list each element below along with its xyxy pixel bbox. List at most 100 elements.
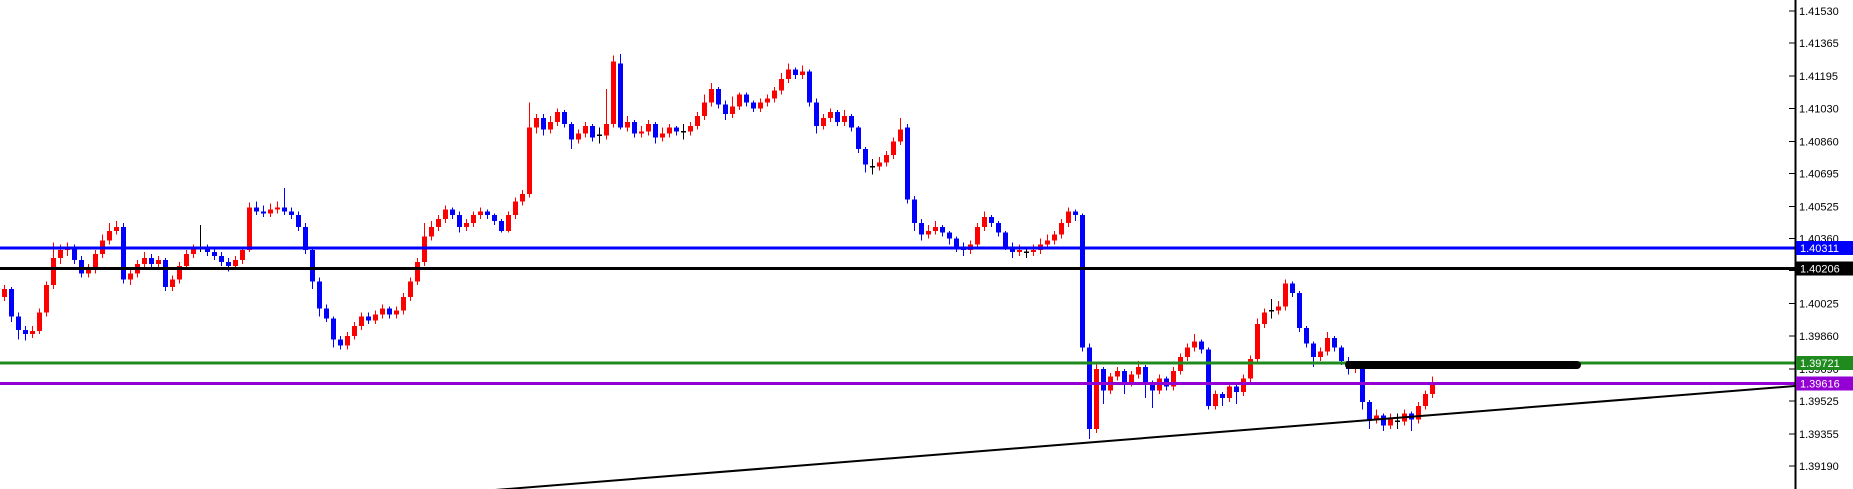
bear-candle-body xyxy=(1150,384,1155,391)
candle xyxy=(247,202,252,253)
candle xyxy=(345,331,350,350)
bear-candle-body xyxy=(954,238,959,247)
bear-candle-body xyxy=(282,207,287,212)
bull-candle-body xyxy=(639,131,644,134)
bull-candle-body xyxy=(373,314,378,321)
candle xyxy=(289,207,294,220)
chart-objects-layer xyxy=(0,246,1796,489)
bear-candle-body xyxy=(562,112,567,124)
bull-candle-body xyxy=(702,102,707,117)
candle xyxy=(702,94,707,120)
candle xyxy=(1430,376,1435,399)
bull-candle-body xyxy=(1374,415,1379,420)
bear-candle-body xyxy=(1381,415,1386,426)
candle xyxy=(681,123,686,140)
candle xyxy=(366,312,371,325)
candle xyxy=(541,114,546,136)
candle xyxy=(590,123,595,142)
bull-candle-body xyxy=(688,125,693,132)
bear-candle-body xyxy=(492,215,497,222)
axis-label: 1.41030 xyxy=(1799,103,1839,115)
candle xyxy=(1171,366,1176,391)
bear-candle-body xyxy=(835,112,840,122)
candle xyxy=(884,151,889,167)
bear-candle-body xyxy=(814,102,819,126)
ascending-trendline[interactable] xyxy=(494,385,1796,489)
bull-candle-body xyxy=(1192,341,1197,348)
bull-candle-body xyxy=(233,259,238,266)
bull-candle-body xyxy=(58,250,63,259)
bear-candle-body xyxy=(450,209,455,216)
bull-candle-body xyxy=(128,273,133,280)
candle xyxy=(758,98,763,113)
bear-candle-body xyxy=(618,63,623,128)
candle xyxy=(856,125,861,153)
bull-candle-body xyxy=(737,94,742,107)
candle xyxy=(947,230,952,245)
bull-candle-body xyxy=(975,226,980,245)
bull-candle-body xyxy=(555,112,560,122)
candle xyxy=(1045,234,1050,249)
bear-candle-body xyxy=(919,223,924,235)
bull-candle-body xyxy=(1262,312,1267,325)
candle xyxy=(254,201,259,216)
candle xyxy=(1374,409,1379,424)
bear-candle-body xyxy=(793,69,798,76)
bear-candle-body xyxy=(905,127,910,200)
bull-candle-body xyxy=(142,258,147,264)
candle xyxy=(625,116,630,132)
bull-candle-body xyxy=(114,226,119,231)
axis-label: 1.40525 xyxy=(1799,201,1839,213)
candle xyxy=(457,211,462,233)
bear-candle-body xyxy=(499,221,504,231)
bull-candle-body xyxy=(1059,223,1064,235)
candle xyxy=(716,86,721,109)
candle xyxy=(401,293,406,315)
bull-candle-body xyxy=(1241,378,1246,393)
bull-candle-body xyxy=(1283,283,1288,307)
bear-candle-body xyxy=(212,252,217,257)
bear-candle-body xyxy=(996,223,1001,233)
candle xyxy=(142,252,147,268)
bear-candle-body xyxy=(856,127,861,150)
candle xyxy=(877,156,882,171)
candle xyxy=(548,116,553,134)
candle xyxy=(1150,380,1155,408)
candle xyxy=(478,207,483,220)
bull-candle-body xyxy=(926,230,931,235)
candle xyxy=(646,119,651,136)
bull-candle-body xyxy=(415,261,420,282)
candle xyxy=(317,277,322,317)
candle xyxy=(1115,366,1120,381)
candle xyxy=(1248,355,1253,383)
candle xyxy=(611,55,616,128)
candle xyxy=(394,306,399,319)
bull-candle-body xyxy=(695,116,700,126)
bull-candle-body xyxy=(786,69,791,80)
candle xyxy=(324,304,329,323)
candle xyxy=(471,211,476,227)
candle xyxy=(387,306,392,319)
candle xyxy=(212,248,217,260)
candle xyxy=(1213,390,1218,410)
bull-candle-body xyxy=(394,310,399,315)
bear-candle-body xyxy=(226,261,231,266)
bull-candle-body xyxy=(891,141,896,155)
bear-candle-body xyxy=(947,232,952,239)
bull-candle-body xyxy=(1213,394,1218,406)
candle xyxy=(436,215,441,231)
bear-candle-body xyxy=(989,217,994,224)
bull-candle-body xyxy=(37,312,42,331)
bear-candle-body xyxy=(79,259,84,274)
candle xyxy=(618,53,623,130)
bull-candle-body xyxy=(800,71,805,76)
candle xyxy=(1423,390,1428,410)
bull-candle-body xyxy=(534,117,539,128)
bear-candle-body xyxy=(744,94,749,103)
candle xyxy=(1388,413,1393,430)
bull-candle-body xyxy=(1430,382,1435,395)
candle xyxy=(842,110,847,126)
candle xyxy=(373,310,378,325)
bear-candle-body xyxy=(1080,215,1085,348)
